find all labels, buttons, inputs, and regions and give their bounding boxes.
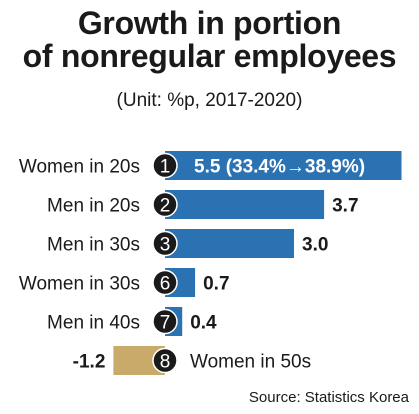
rank-label: 2	[160, 196, 171, 217]
rank-badge	[152, 230, 178, 257]
rank-badge	[152, 269, 178, 296]
value-label: 3.0	[302, 235, 328, 256]
value-label: 3.7	[332, 196, 358, 217]
rank-badge	[152, 191, 178, 218]
category-label: Women in 30s	[19, 274, 140, 295]
chart-title-line-2: of nonregular employees	[22, 38, 397, 74]
category-label: Women in 50s	[190, 352, 311, 373]
rank-badge	[152, 347, 178, 374]
bar	[165, 190, 325, 219]
category-label: Men in 30s	[47, 235, 140, 256]
value-label: 5.5 (33.4%→38.9%)	[194, 157, 365, 178]
source-note: Source: Statistics Korea	[248, 389, 409, 406]
rank-label: 6	[160, 274, 171, 295]
rank-badge	[152, 308, 178, 335]
value-label: -1.2	[73, 352, 106, 373]
chart-subtitle: (Unit: %p, 2017-2020)	[116, 90, 303, 111]
rank-label: 8	[160, 352, 171, 373]
rank-label: 3	[160, 235, 171, 256]
value-label: 0.7	[203, 274, 229, 295]
bar	[165, 229, 294, 258]
category-label: Women in 20s	[19, 157, 140, 178]
rank-label: 7	[160, 313, 171, 334]
chart-title-line-1: Growth in portion	[77, 5, 342, 41]
category-label: Men in 20s	[47, 196, 140, 217]
value-label: 0.4	[190, 313, 217, 334]
category-label: Men in 40s	[47, 313, 140, 334]
rank-badge	[152, 152, 178, 179]
rank-label: 1	[160, 157, 171, 178]
bar	[165, 151, 402, 180]
